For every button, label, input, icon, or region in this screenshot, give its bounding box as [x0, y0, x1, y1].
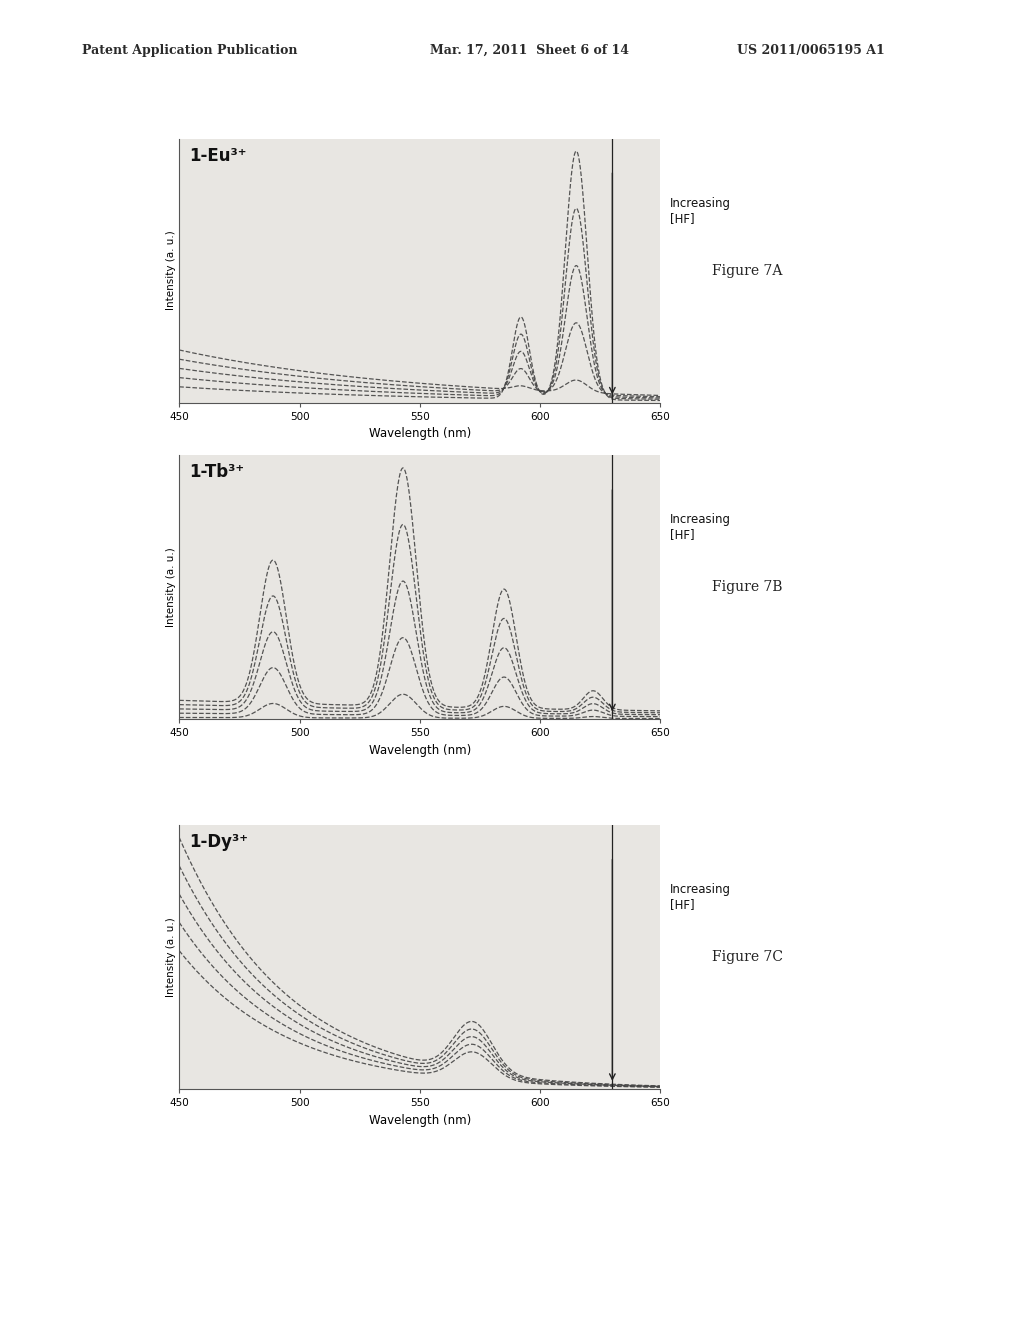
Y-axis label: Intensity (a. u.): Intensity (a. u.) [167, 231, 176, 310]
Text: Figure 7C: Figure 7C [712, 950, 782, 964]
Text: Increasing
[HF]: Increasing [HF] [670, 513, 731, 541]
Text: 1-Dy³⁺: 1-Dy³⁺ [188, 833, 248, 851]
Text: 1-Tb³⁺: 1-Tb³⁺ [188, 463, 244, 482]
Text: 1-Eu³⁺: 1-Eu³⁺ [188, 147, 247, 165]
Text: Patent Application Publication: Patent Application Publication [82, 44, 297, 57]
Text: Figure 7A: Figure 7A [712, 264, 782, 277]
X-axis label: Wavelength (nm): Wavelength (nm) [369, 744, 471, 756]
Text: US 2011/0065195 A1: US 2011/0065195 A1 [737, 44, 885, 57]
Text: Mar. 17, 2011  Sheet 6 of 14: Mar. 17, 2011 Sheet 6 of 14 [430, 44, 629, 57]
X-axis label: Wavelength (nm): Wavelength (nm) [369, 428, 471, 440]
Text: Figure 7B: Figure 7B [712, 581, 782, 594]
Text: Increasing
[HF]: Increasing [HF] [670, 197, 731, 224]
Text: Increasing
[HF]: Increasing [HF] [670, 883, 731, 911]
Y-axis label: Intensity (a. u.): Intensity (a. u.) [167, 548, 176, 627]
X-axis label: Wavelength (nm): Wavelength (nm) [369, 1114, 471, 1126]
Y-axis label: Intensity (a. u.): Intensity (a. u.) [167, 917, 176, 997]
